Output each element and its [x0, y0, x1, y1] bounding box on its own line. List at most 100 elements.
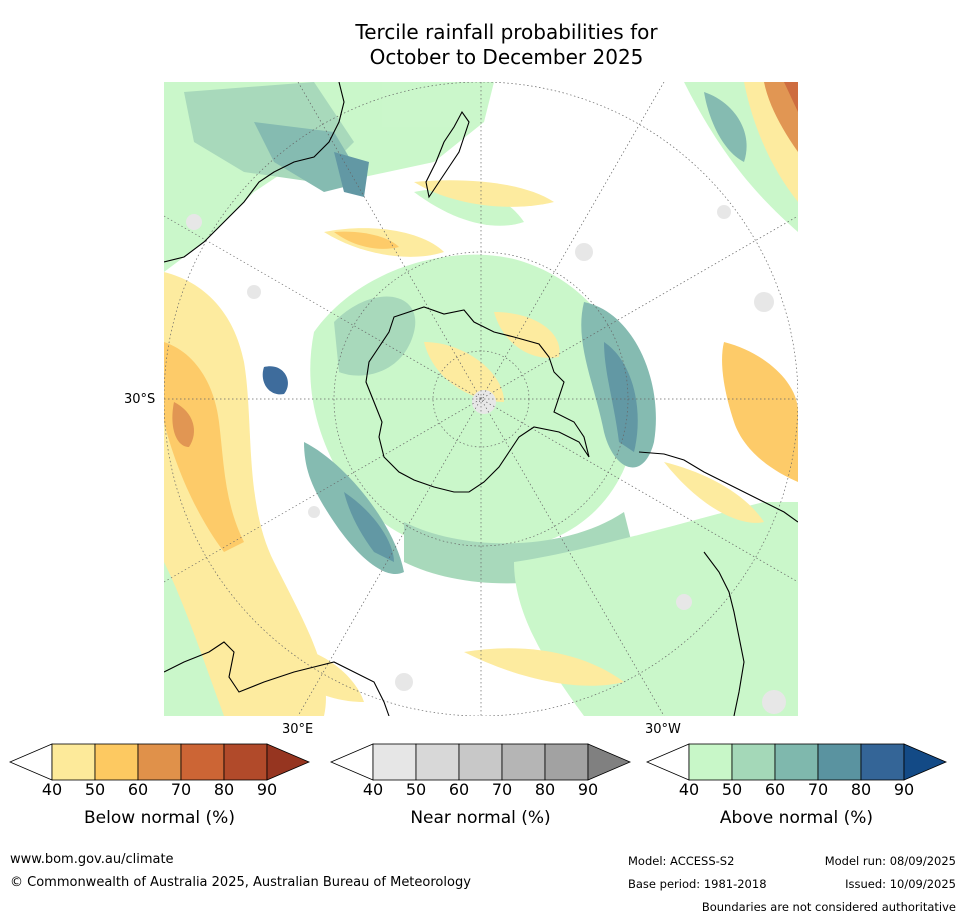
above-normal-region [262, 366, 288, 395]
colorbar-above-normal-ticks: 40 50 60 70 80 90 [647, 780, 946, 800]
below-normal-region [464, 648, 624, 686]
colorbar-segment [137, 743, 182, 781]
colorbar-below-normal-label: Below normal (%) [84, 808, 235, 828]
colorbar-arrow-high [903, 743, 948, 781]
boundaries-disclaimer: Boundaries are not considered authoritat… [701, 900, 956, 914]
colorbar-segment [180, 743, 225, 781]
above-normal-region [704, 92, 747, 162]
near-normal-patch [186, 214, 202, 230]
colorbar-tick-label: 80 [213, 780, 235, 799]
colorbar-segment [860, 743, 905, 781]
australia-coast [164, 82, 345, 263]
copyright-text: © Commonwealth of Australia 2025, Austra… [10, 875, 471, 890]
below-normal-region [164, 342, 244, 552]
near-normal-patch [247, 285, 261, 299]
colorbar-arrow-low [329, 743, 374, 781]
colorbar-arrow-low [645, 743, 690, 781]
colorbar-segment [501, 743, 546, 781]
colorbar-segment [688, 743, 733, 781]
colorbar-tick-label: 40 [678, 780, 700, 799]
colorbar-tick-label: 70 [170, 780, 192, 799]
above-normal-region [254, 122, 364, 192]
near-normal-patch [472, 390, 496, 414]
antarctica-coast [365, 306, 590, 493]
latitude-label-30s: 30°S [124, 392, 156, 407]
below-normal-region [784, 82, 798, 112]
colorbar-segment [731, 743, 776, 781]
near-normal-patch [754, 292, 774, 312]
colorbar-tick-label: 80 [534, 780, 556, 799]
colorbar-near-normal-swatches [329, 743, 632, 781]
colorbar-arrow-low [8, 743, 53, 781]
new-zealand-coast [425, 110, 470, 199]
near-normal-patch [676, 594, 692, 610]
longitude-label-30w: 30°W [645, 722, 681, 737]
bom-climate-link[interactable]: www.bom.gov.au/climate [10, 852, 174, 867]
colorbar-above-normal-swatches [645, 743, 948, 781]
colorbar-tick-label: 40 [362, 780, 384, 799]
colorbar-segment [94, 743, 139, 781]
near-normal-patch [395, 673, 413, 691]
colorbar-tick-label: 70 [491, 780, 513, 799]
colorbar-tick-label: 50 [84, 780, 106, 799]
title-line-1: Tercile rainfall probabilities for [355, 20, 658, 44]
colorbar-near-normal-ticks: 40 50 60 70 80 90 [331, 780, 630, 800]
colorbar-tick-label: 90 [893, 780, 915, 799]
above-normal-region [414, 188, 524, 226]
below-normal-region [722, 342, 798, 482]
colorbar-tick-label: 40 [41, 780, 63, 799]
colorbar-near-normal: 40 50 60 70 80 90 Near normal (%) [329, 743, 632, 828]
colorbar-below-normal-swatches [8, 743, 311, 781]
graticule [164, 82, 798, 716]
model-name: Model: ACCESS-S2 [628, 854, 735, 868]
colorbar-below-normal-ticks: 40 50 60 70 80 90 [10, 780, 309, 800]
colorbar-segment [415, 743, 460, 781]
colorbar-segment [223, 743, 268, 781]
below-normal-region [334, 231, 399, 249]
above-normal-region [334, 152, 369, 197]
colorbar-segment [372, 743, 417, 781]
colorbar-segment [774, 743, 819, 781]
near-normal-patch [575, 243, 593, 261]
colorbar-segment [817, 743, 862, 781]
issued-date: Issued: 10/09/2025 [845, 877, 956, 891]
colorbar-arrow-high [587, 743, 632, 781]
colorbar-below-normal: 40 50 60 70 80 90 Below normal (%) [8, 743, 311, 828]
probability-field [164, 82, 798, 716]
colorbar-tick-label: 90 [256, 780, 278, 799]
colorbar-segment [51, 743, 96, 781]
colorbar-tick-label: 60 [127, 780, 149, 799]
polar-map [164, 82, 798, 716]
south-america-coast [638, 451, 798, 523]
colorbar-tick-label: 70 [807, 780, 829, 799]
colorbar-tick-label: 60 [764, 780, 786, 799]
below-normal-region [172, 402, 194, 447]
title-line-2: October to December 2025 [369, 45, 644, 69]
near-normal-patch [717, 205, 731, 219]
below-normal-region [414, 180, 554, 207]
map-title: Tercile rainfall probabilities for Octob… [0, 20, 965, 70]
below-normal-region [424, 342, 504, 402]
base-period: Base period: 1981-2018 [628, 877, 767, 891]
below-normal-region [494, 312, 560, 358]
model-run-date: Model run: 08/09/2025 [824, 854, 956, 868]
below-normal-region [764, 82, 798, 152]
africa-coast [164, 641, 390, 716]
south-america-coast [703, 551, 745, 716]
above-normal-region [604, 342, 638, 452]
below-normal-region [264, 642, 364, 702]
above-normal-region [344, 492, 394, 562]
colorbar-segment [544, 743, 589, 781]
colorbar-tick-label: 60 [448, 780, 470, 799]
colorbar-above-normal-label: Above normal (%) [719, 808, 874, 828]
colorbar-above-normal: 40 50 60 70 80 90 Above normal (%) [645, 743, 948, 828]
near-normal-patch [308, 506, 320, 518]
below-normal-region [664, 462, 764, 523]
colorbar-arrow-high [266, 743, 311, 781]
colorbar-segment [458, 743, 503, 781]
coastlines [164, 82, 798, 716]
colorbar-tick-label: 50 [405, 780, 427, 799]
near-normal-patch [762, 690, 786, 714]
longitude-label-30e: 30°E [282, 722, 314, 737]
colorbar-tick-label: 80 [850, 780, 872, 799]
